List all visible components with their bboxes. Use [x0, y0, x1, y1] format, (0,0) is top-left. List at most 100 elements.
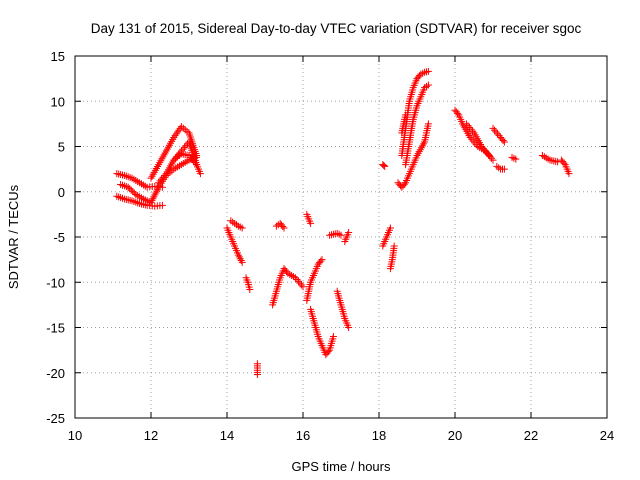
- data-point-interp: [324, 348, 332, 356]
- data-point-interp: [235, 253, 243, 261]
- chart-title: Day 131 of 2015, Sidereal Day-to-day VTE…: [91, 21, 582, 36]
- data-point-interp: [188, 155, 196, 163]
- y-tick-label: 10: [51, 94, 65, 109]
- data-point-interp: [158, 175, 166, 183]
- data-point: [238, 224, 246, 232]
- x-tick-label: 12: [144, 428, 158, 443]
- series-arc-q: [333, 287, 353, 331]
- data-point-interp: [492, 128, 500, 136]
- y-tick-label: -5: [53, 230, 65, 245]
- data-point-interp: [499, 136, 507, 144]
- axis-ticks: 10 12 14 16 18 20 22 24 -25 -20 -15 -10 -5 0 5 10 15: [46, 49, 614, 443]
- data-point: [379, 161, 387, 169]
- y-tick-label: 15: [51, 49, 65, 64]
- y-tick-label: 0: [58, 185, 65, 200]
- data-point-interp: [117, 194, 125, 202]
- data-points: [113, 67, 573, 379]
- data-point-interp: [335, 230, 343, 238]
- data-point: [170, 133, 178, 141]
- data-point: [489, 124, 497, 132]
- y-tick-label: -25: [46, 411, 65, 426]
- grid-lines: [75, 56, 607, 418]
- data-point: [333, 229, 341, 237]
- data-point: [124, 183, 132, 191]
- data-point: [485, 152, 493, 160]
- data-point-interp: [297, 281, 305, 289]
- series-arc-m: [303, 210, 315, 227]
- data-point-interp: [464, 122, 472, 130]
- y-tick-label: -10: [46, 275, 65, 290]
- data-point-interp: [467, 125, 475, 133]
- data-point-interp: [236, 255, 244, 263]
- data-point-interp: [380, 162, 388, 170]
- data-point: [345, 228, 353, 236]
- data-point-interp: [180, 143, 188, 151]
- data-point-interp: [190, 157, 198, 165]
- data-point: [512, 155, 520, 163]
- data-point-interp: [156, 177, 164, 185]
- data-point: [196, 170, 204, 178]
- data-point-interp: [510, 154, 518, 162]
- data-point-interp: [294, 277, 302, 285]
- data-point: [337, 231, 345, 239]
- series-arc-t: [386, 242, 398, 273]
- data-point: [329, 333, 337, 341]
- data-point: [246, 285, 254, 293]
- series-arc-g: [223, 224, 246, 266]
- series-arc-x: [402, 81, 432, 169]
- data-point-interp: [172, 130, 180, 138]
- data-point: [155, 179, 163, 187]
- data-point-interp: [187, 153, 195, 161]
- series-arc-c: [117, 153, 201, 207]
- data-point: [424, 81, 432, 89]
- data-point-interp: [129, 188, 137, 196]
- series-arc-u: [379, 161, 389, 170]
- x-tick-label: 18: [372, 428, 386, 443]
- data-point-interp: [482, 148, 490, 156]
- data-point: [345, 324, 353, 331]
- x-tick-label: 14: [220, 428, 234, 443]
- data-point-interp: [491, 126, 499, 134]
- x-axis-label: GPS time / hours: [292, 459, 391, 474]
- data-point-interp: [484, 150, 492, 158]
- data-point: [158, 201, 166, 209]
- data-point: [508, 153, 516, 161]
- data-point-interp: [161, 171, 169, 179]
- data-point-interp: [296, 279, 304, 287]
- y-tick-label: -20: [46, 366, 65, 381]
- series-arc-af: [557, 156, 573, 178]
- series-arc-r: [341, 228, 353, 246]
- data-point: [489, 156, 497, 164]
- data-point: [291, 274, 299, 282]
- y-tick-label: 5: [58, 140, 65, 155]
- data-point: [500, 138, 508, 146]
- data-point: [402, 111, 410, 119]
- data-point: [185, 152, 193, 160]
- data-point: [462, 120, 470, 128]
- data-point-interp: [400, 180, 408, 188]
- data-point: [424, 120, 432, 128]
- x-tick-label: 24: [600, 428, 614, 443]
- data-point-interp: [159, 173, 167, 181]
- data-point: [307, 219, 315, 227]
- data-point-interp: [454, 109, 462, 117]
- data-point: [466, 133, 474, 141]
- data-point-interp: [175, 126, 183, 134]
- x-tick-label: 22: [524, 428, 538, 443]
- series-arc-ac: [493, 162, 508, 173]
- data-point: [238, 258, 246, 266]
- y-axis-label: SDTVAR / TECUs: [6, 184, 21, 289]
- data-point: [478, 143, 486, 150]
- data-point: [318, 256, 326, 264]
- data-point-interp: [293, 276, 301, 284]
- x-tick-label: 16: [296, 428, 310, 443]
- series-arc-o: [303, 256, 326, 304]
- data-point: [424, 67, 432, 75]
- series-arc-p: [326, 229, 345, 239]
- data-point: [565, 170, 573, 178]
- data-point: [234, 251, 242, 259]
- data-point-interp: [479, 144, 487, 152]
- data-point: [299, 283, 307, 291]
- data-point-interp: [468, 127, 476, 135]
